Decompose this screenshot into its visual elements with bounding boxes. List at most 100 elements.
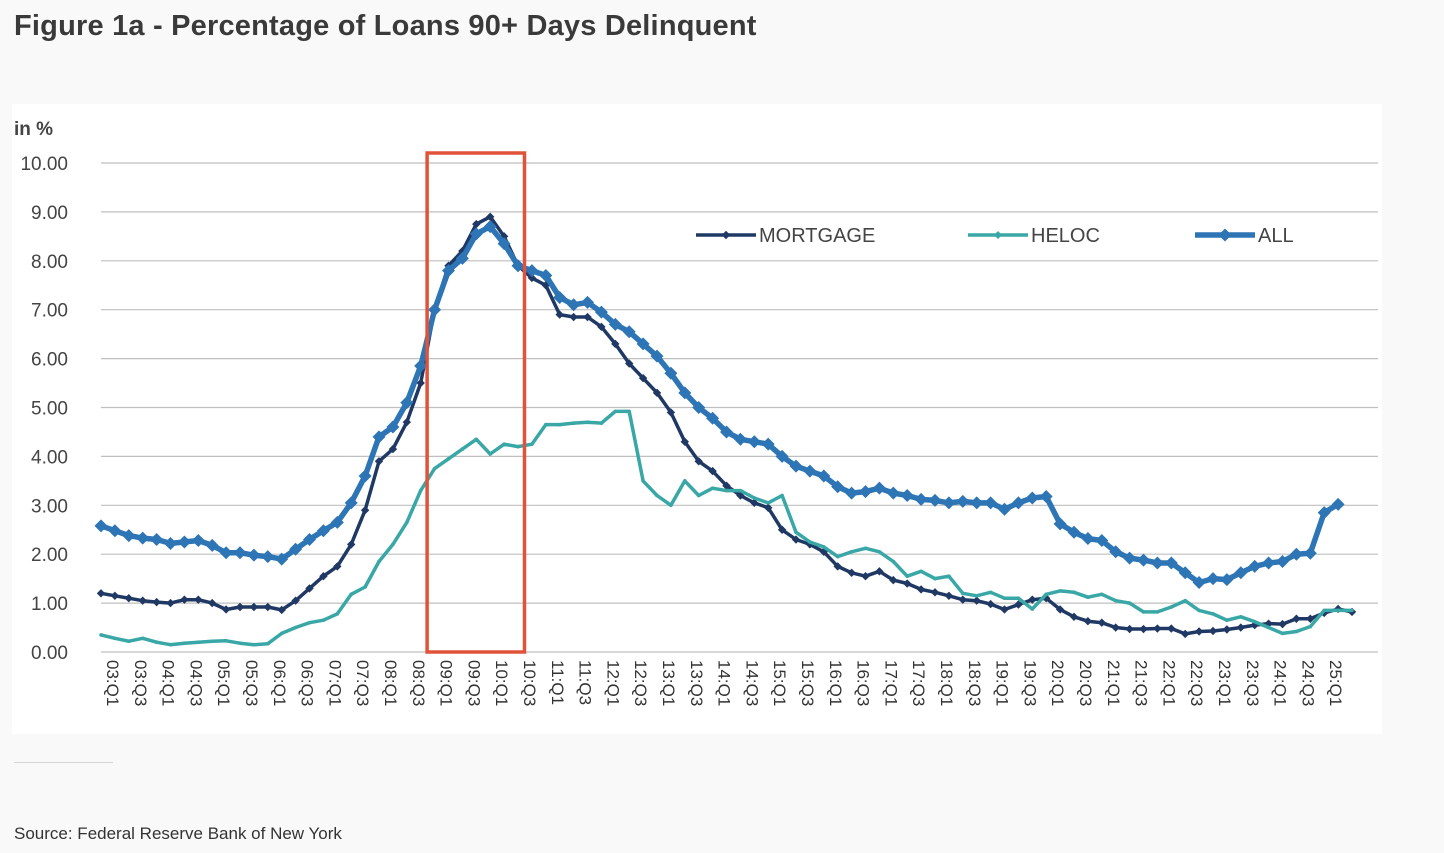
- x-tick-label: 03:Q1: [103, 660, 122, 706]
- y-tick-label: 3.00: [31, 496, 68, 517]
- x-tick-label: 06:Q3: [298, 660, 317, 706]
- data-point: [1239, 614, 1243, 619]
- data-point: [1123, 551, 1137, 565]
- highlight-rectangle: [425, 151, 527, 654]
- data-point: [307, 620, 312, 625]
- data-point: [641, 479, 645, 483]
- x-tick-label: 07:Q3: [353, 660, 372, 706]
- data-point: [652, 388, 662, 398]
- y-tick-label: 5.00: [31, 399, 68, 420]
- data-point: [808, 540, 812, 544]
- legend-label: ALL: [1258, 225, 1294, 247]
- data-point: [182, 641, 187, 645]
- y-tick-label: 9.00: [31, 203, 68, 224]
- data-point: [1111, 623, 1120, 632]
- data-point: [1072, 590, 1076, 595]
- data-point: [391, 542, 395, 547]
- data-point: [861, 572, 870, 581]
- data-point: [752, 496, 757, 500]
- data-point: [1278, 619, 1287, 629]
- data-point: [1294, 629, 1299, 634]
- data-point: [859, 485, 872, 499]
- data-point: [154, 640, 159, 645]
- data-point: [1030, 607, 1035, 611]
- data-point: [1248, 559, 1262, 573]
- x-tick-label: 11:Q3: [576, 660, 595, 705]
- data-point: [919, 569, 923, 574]
- x-tick-label: 20:Q1: [1048, 660, 1067, 706]
- data-point: [164, 536, 177, 550]
- data-point: [1025, 491, 1039, 505]
- data-point: [889, 575, 898, 585]
- data-point: [664, 366, 678, 380]
- data-point: [817, 469, 831, 483]
- x-tick-label: 17:Q1: [881, 660, 900, 706]
- data-point: [696, 493, 701, 498]
- data-point: [527, 273, 537, 283]
- data-point: [961, 591, 965, 596]
- data-point: [1083, 616, 1093, 626]
- data-point: [928, 493, 942, 507]
- data-point: [1039, 489, 1053, 503]
- data-point: [168, 642, 173, 647]
- data-point: [583, 312, 592, 322]
- data-point: [903, 579, 912, 588]
- data-point: [1028, 595, 1037, 604]
- data-point: [1155, 610, 1160, 614]
- data-point: [194, 595, 203, 604]
- data-point: [291, 596, 300, 605]
- data-point: [196, 640, 201, 645]
- x-tick-label: 06:Q1: [270, 660, 289, 706]
- data-point: [650, 349, 664, 363]
- data-point: [1100, 592, 1104, 597]
- data-point: [205, 538, 219, 552]
- data-point: [1095, 534, 1109, 548]
- x-tick-label: 03:Q3: [131, 660, 150, 706]
- x-tick-label: 18:Q1: [937, 660, 956, 706]
- data-point: [249, 602, 259, 612]
- data-point: [235, 602, 245, 612]
- data-point: [138, 596, 147, 605]
- y-tick-label: 4.00: [31, 447, 68, 468]
- data-point: [289, 542, 303, 556]
- x-tick-label: 20:Q3: [1076, 660, 1095, 706]
- data-point: [1276, 555, 1289, 569]
- data-point: [1222, 625, 1232, 634]
- data-point: [166, 598, 175, 608]
- data-point: [599, 421, 604, 425]
- y-tick-label: 7.00: [31, 301, 68, 322]
- data-point: [1220, 573, 1234, 587]
- data-point: [585, 420, 590, 424]
- data-point: [571, 421, 576, 425]
- data-point: [388, 444, 398, 454]
- data-point: [1053, 517, 1067, 531]
- x-tick-label: 11:Q1: [548, 660, 567, 705]
- legend-label: MORTGAGE: [759, 225, 875, 247]
- x-tick-label: 19:Q1: [993, 660, 1012, 706]
- data-point: [1206, 572, 1220, 586]
- data-point: [1194, 627, 1204, 636]
- data-point: [1308, 624, 1313, 629]
- series-all: [94, 220, 1345, 590]
- data-point: [180, 595, 189, 604]
- data-point: [344, 496, 358, 510]
- series-line-all: [100, 223, 1340, 586]
- data-point: [469, 227, 483, 241]
- data-point: [822, 545, 826, 549]
- data-point: [1113, 598, 1118, 603]
- data-point: [1197, 608, 1201, 613]
- data-point: [108, 524, 122, 538]
- y-tick-label: 10.00: [20, 154, 68, 175]
- y-tick-label: 6.00: [31, 350, 68, 371]
- data-point: [1167, 624, 1176, 633]
- data-point: [358, 469, 372, 483]
- data-point: [974, 593, 979, 598]
- data-point: [1252, 619, 1257, 624]
- data-point: [1236, 623, 1245, 632]
- data-point: [947, 574, 951, 579]
- data-point: [94, 519, 108, 533]
- data-point: [541, 281, 550, 290]
- x-tick-label: 22:Q3: [1187, 660, 1206, 706]
- data-point: [819, 547, 828, 556]
- data-point: [122, 529, 136, 543]
